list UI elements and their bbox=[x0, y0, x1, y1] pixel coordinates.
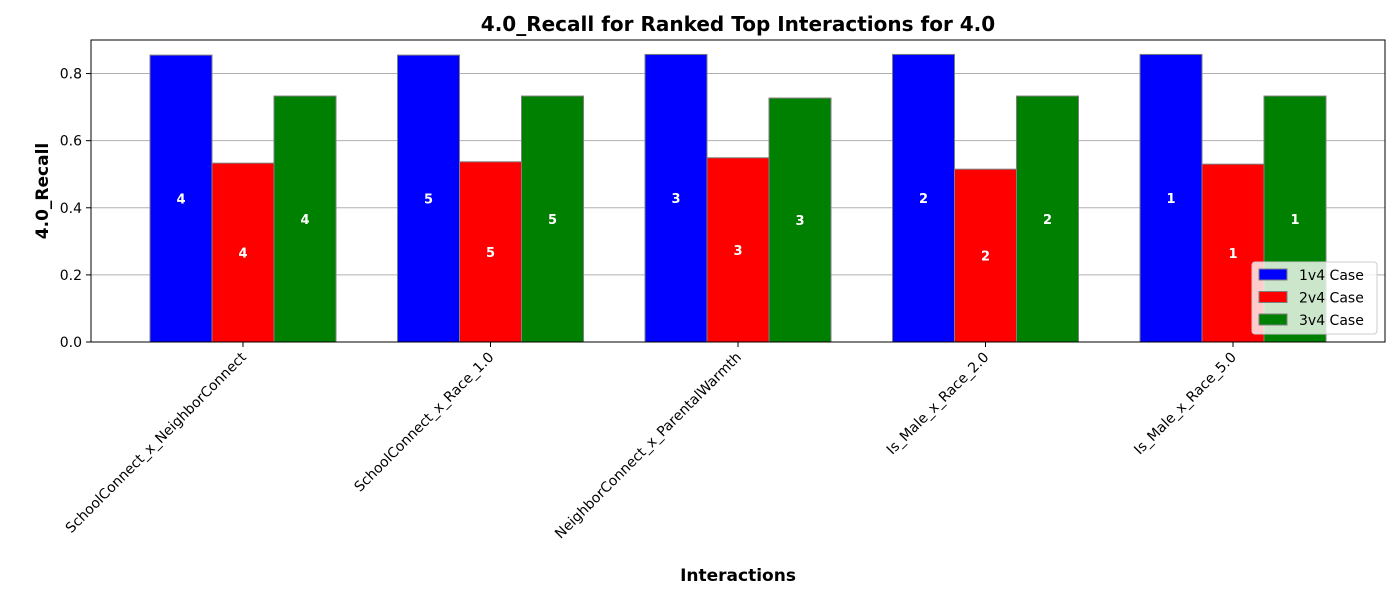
chart-title: 4.0_Recall for Ranked Top Interactions f… bbox=[481, 12, 995, 36]
bar-rank-label: 5 bbox=[424, 193, 433, 208]
bar-rank-label: 1 bbox=[1228, 247, 1237, 262]
x-axis-label: Interactions bbox=[680, 566, 796, 586]
x-tick-label: SchoolConnect_x_NeighborConnect bbox=[63, 349, 250, 536]
bar-rank-label: 2 bbox=[981, 250, 990, 265]
y-tick-label: 0.8 bbox=[60, 67, 82, 83]
x-tick-label: SchoolConnect_x_Race_1.0 bbox=[351, 350, 497, 496]
y-tick-label: 0.2 bbox=[60, 268, 82, 284]
bars: 4 4 4 5 5 5 3 3 3 2 2 2 1 1 1 bbox=[149, 53, 1327, 343]
legend-entry: 2v4 Case bbox=[1299, 291, 1364, 307]
bar-rank-label: 5 bbox=[548, 213, 557, 228]
bar bbox=[644, 53, 708, 343]
x-tick-label: Is_Male_x_Race_2.0 bbox=[884, 350, 993, 459]
bar bbox=[892, 53, 955, 343]
bar-rank-label: 3 bbox=[733, 244, 742, 259]
y-tick-label: 0.6 bbox=[60, 134, 82, 150]
x-tick-label: NeighborConnect_x_ParentalWarmth bbox=[552, 350, 745, 543]
bar-rank-label: 1 bbox=[1166, 192, 1175, 207]
bar bbox=[768, 97, 832, 343]
legend-entry: 3v4 Case bbox=[1299, 313, 1364, 329]
bar bbox=[273, 95, 337, 343]
bar bbox=[459, 161, 522, 343]
x-axis: SchoolConnect_x_NeighborConnect SchoolCon… bbox=[63, 342, 1240, 542]
bar bbox=[1016, 95, 1079, 343]
bar-rank-label: 1 bbox=[1290, 213, 1299, 228]
legend-swatch bbox=[1258, 291, 1288, 303]
y-tick-label: 0.0 bbox=[60, 335, 82, 351]
x-tick-label: Is_Male_x_Race_5.0 bbox=[1131, 350, 1240, 459]
bar-rank-label: 5 bbox=[486, 246, 495, 261]
bar bbox=[954, 168, 1017, 343]
legend-swatch bbox=[1258, 313, 1288, 326]
bar-rank-label: 2 bbox=[919, 192, 928, 207]
bar-rank-label: 3 bbox=[671, 192, 680, 207]
y-axis-label: 4.0_Recall bbox=[33, 143, 53, 239]
bar-rank-label: 4 bbox=[176, 193, 185, 208]
bar bbox=[521, 95, 584, 343]
bar-rank-label: 2 bbox=[1043, 213, 1052, 228]
legend-swatch bbox=[1258, 268, 1288, 281]
bar-rank-label: 4 bbox=[238, 247, 247, 262]
legend: 1v4 Case 2v4 Case 3v4 Case bbox=[1251, 261, 1378, 335]
legend-entry: 1v4 Case bbox=[1299, 268, 1364, 284]
bar bbox=[149, 54, 213, 343]
y-tick-label: 0.4 bbox=[60, 201, 82, 217]
y-axis: 0.0 0.2 0.4 0.6 0.8 bbox=[60, 67, 91, 351]
bar-rank-label: 4 bbox=[300, 213, 309, 228]
bar bbox=[397, 54, 460, 343]
bar-rank-label: 3 bbox=[795, 214, 804, 229]
